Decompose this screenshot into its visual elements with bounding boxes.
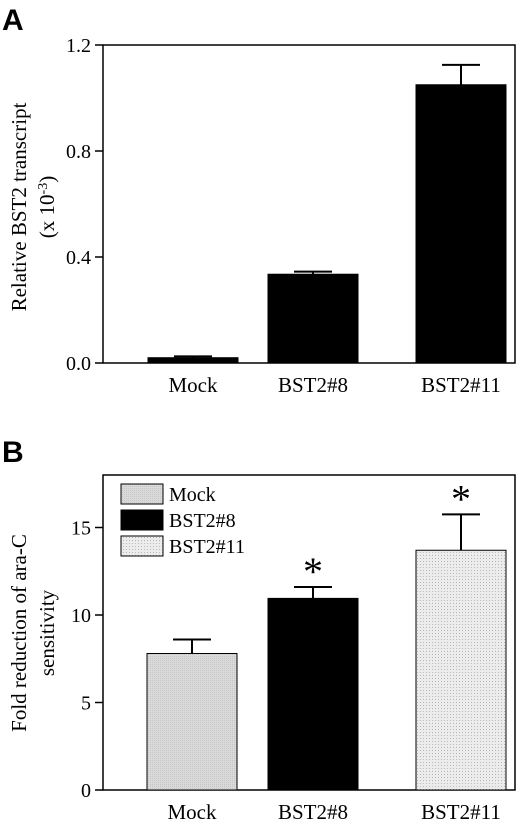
panel-b-ylabel-line2: sensitivity	[35, 589, 59, 676]
panel-b-letter: B	[2, 436, 24, 469]
panel-a-y-tick-label: 0.0	[66, 353, 91, 375]
legend-label: BST2#11	[169, 536, 245, 558]
panel-a-bar-mock	[147, 357, 239, 364]
legend-label: BST2#8	[169, 510, 236, 532]
panel-b-y-tick-label: 15	[71, 518, 91, 540]
panel-a-ylabel-line2: (x 10-3)	[35, 176, 59, 238]
legend-swatch	[120, 535, 164, 557]
panel-a-category-label: BST2#11	[421, 373, 501, 397]
panel-b-category-label: BST2#11	[421, 800, 501, 824]
legend-label: Mock	[169, 484, 216, 506]
panel-a: A Relative BST2 transcript (x 10-3) 0.0 0…	[2, 4, 516, 397]
panel-b-bar-mock	[146, 653, 238, 791]
panel-b-category-label: BST2#8	[278, 800, 348, 824]
panel-a-y-tick-label: 1.2	[66, 35, 91, 57]
panel-b-y-axis-label: Fold reduction of ara-C sensitivity	[7, 534, 59, 732]
panel-b-bar-bst28	[267, 597, 359, 791]
panel-b-y-tick-label: 10	[71, 605, 91, 627]
panel-b-y-tick-label: 5	[81, 693, 91, 715]
panel-b-significance-marker: *	[303, 549, 323, 594]
legend-swatch	[120, 483, 164, 505]
panel-a-y-axis-label: Relative BST2 transcript (x 10-3)	[7, 102, 59, 311]
panel-a-y-tick-label: 0.4	[66, 247, 91, 269]
panel-a-bar-bst28	[267, 273, 359, 364]
panel-b-y-tick-label: 0	[81, 780, 91, 802]
panel-a-letter: A	[2, 4, 24, 37]
panel-a-y-tick-label: 0.8	[66, 141, 91, 163]
panel-b: B Fold reduction of ara-C sensitivity 0 5…	[2, 436, 516, 824]
panel-a-category-label: Mock	[169, 373, 218, 397]
panel-b-category-label: Mock	[168, 800, 217, 824]
panel-a-bar-bst211	[415, 84, 507, 364]
panel-b-significance-marker: *	[451, 476, 471, 521]
panel-b-legend: Mock BST2#8 BST2#11	[120, 483, 245, 558]
panel-a-category-label: BST2#8	[278, 373, 348, 397]
panel-a-ylabel-line1: Relative BST2 transcript	[7, 102, 31, 311]
legend-swatch	[120, 509, 164, 531]
panel-b-ylabel-line1: Fold reduction of ara-C	[7, 534, 31, 732]
panel-b-bar-bst211	[415, 549, 507, 791]
